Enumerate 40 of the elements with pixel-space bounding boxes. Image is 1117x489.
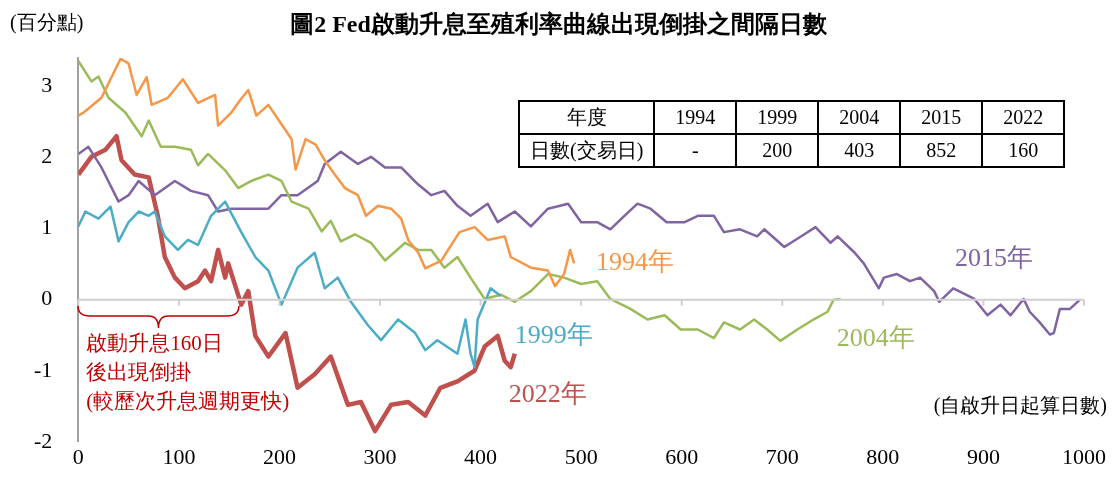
x-tick-label: 900 bbox=[966, 443, 1000, 469]
annotation: 年度 bbox=[519, 101, 655, 134]
annotation: 2015 bbox=[900, 101, 983, 134]
x-tick-label: 200 bbox=[262, 443, 296, 469]
annotation: 403 bbox=[818, 134, 901, 167]
x-tick-label: 1000 bbox=[1062, 443, 1106, 469]
y-tick-label: 1 bbox=[41, 214, 53, 240]
x-axis-title: (自啟升日起算日數) bbox=[933, 394, 1107, 418]
y-tick-label: -2 bbox=[34, 427, 53, 453]
x-tick-label: 0 bbox=[72, 443, 84, 469]
annotation: - bbox=[654, 134, 737, 167]
annotation: 160 bbox=[982, 134, 1065, 167]
annotation: 852 bbox=[900, 134, 983, 167]
series-label: 2022年 bbox=[508, 379, 587, 409]
annotation: 日數(交易日) bbox=[519, 134, 655, 167]
annotation: 1994 bbox=[654, 101, 737, 134]
y-tick-label: 3 bbox=[41, 72, 53, 98]
y-tick-label: 2 bbox=[41, 143, 53, 169]
x-tick-label: 400 bbox=[464, 443, 498, 469]
series-label: 2004年 bbox=[836, 322, 915, 352]
x-tick-label: 800 bbox=[866, 443, 900, 469]
y-tick-label: 0 bbox=[41, 285, 53, 311]
annotation: 2022 bbox=[982, 101, 1065, 134]
x-tick-label: 500 bbox=[564, 443, 598, 469]
series-label: 1994年 bbox=[596, 247, 675, 277]
annotation: 後出現倒掛 bbox=[86, 359, 192, 384]
y-axis-title: (百分點) bbox=[10, 11, 84, 35]
x-tick-label: 100 bbox=[162, 443, 196, 469]
annotation: 2004 bbox=[818, 101, 901, 134]
x-tick-label: 700 bbox=[765, 443, 799, 469]
x-tick-label: 600 bbox=[665, 443, 699, 469]
annotation: 1999 bbox=[736, 101, 819, 134]
x-tick-label: 300 bbox=[363, 443, 397, 469]
annotation: 啟動升息160日 bbox=[86, 330, 223, 355]
annotation: (較歷次升息週期更快) bbox=[86, 388, 290, 413]
series-label: 2015年 bbox=[954, 243, 1033, 273]
annotation: 200 bbox=[736, 134, 819, 167]
chart-title: 圖2 Fed啟動升息至殖利率曲線出現倒掛之間隔日數 bbox=[290, 11, 827, 37]
series-label: 1999年 bbox=[514, 319, 593, 349]
y-tick-label: -1 bbox=[34, 356, 53, 382]
